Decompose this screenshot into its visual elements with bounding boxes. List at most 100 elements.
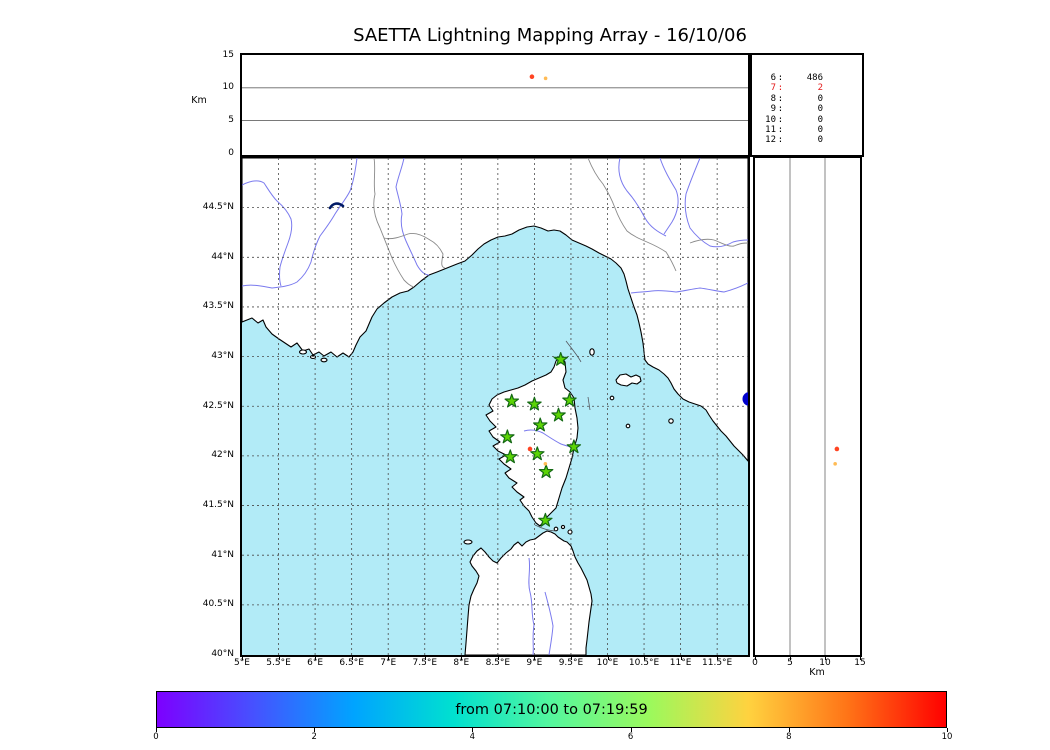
latitude-tick-label: 40°N	[211, 649, 234, 659]
colorbar-tick-mark	[472, 728, 474, 732]
latitude-tick-label: 40.5°N	[202, 599, 234, 610]
lake-serre-poncon	[328, 202, 345, 210]
map-xtick-mark	[461, 655, 463, 660]
stats-station-count: 6	[770, 73, 776, 83]
altitude-time-panel-frame	[239, 52, 750, 157]
map-xtick-mark	[388, 655, 390, 660]
altitude-xtick-label: 0	[752, 658, 758, 668]
colorbar-tick-mark	[947, 728, 948, 732]
map-xtick-mark	[315, 655, 317, 660]
longitude-tick-label: 7.5°E	[412, 658, 438, 668]
colorbar-tick-label: 4	[469, 732, 476, 742]
colorbar: from 07:10:00 to 07:19:59	[156, 691, 947, 728]
lightning-source-dot	[834, 446, 840, 452]
page-title: SAETTA Lightning Mapping Array - 16/10/0…	[353, 25, 747, 46]
altitude-axis-label-top: Km	[191, 95, 207, 106]
colorbar-tick-mark	[630, 728, 632, 732]
longitude-tick-label: 6°E	[307, 658, 324, 668]
longitude-tick-label: 8.5°E	[485, 658, 511, 668]
lma-station-star	[532, 417, 548, 432]
stats-source-count: 0	[817, 93, 823, 104]
admin-borders	[373, 158, 748, 288]
colorbar-tick-mark	[314, 728, 316, 732]
stats-row: 10:0	[756, 115, 856, 125]
longitude-tick-label: 10°E	[596, 658, 619, 668]
stats-source-count: 0	[817, 135, 823, 146]
latitude-tick-label: 44°N	[211, 251, 234, 262]
colorbar-tick-label: 10	[941, 732, 953, 742]
stats-row: 7:2	[756, 83, 856, 93]
stats-station-count: 12	[765, 135, 776, 146]
altitude-ytick-label: 10	[222, 82, 234, 93]
map-plot	[242, 158, 748, 655]
map-xtick-mark	[607, 655, 609, 660]
colorbar-tick-mark	[156, 728, 157, 732]
lma-station-star	[504, 393, 520, 408]
stats-row: 8:0	[756, 94, 856, 104]
coastlines	[242, 158, 748, 655]
lma-station-star	[538, 512, 553, 527]
latitude-tick-label: 43°N	[211, 351, 234, 362]
stats-source-count: 0	[817, 114, 823, 125]
longitude-tick-label: 11°E	[669, 658, 692, 668]
stats-row: 6:486	[756, 73, 856, 83]
altitude-latitude-panel-frame	[752, 155, 862, 657]
lma-station-star	[566, 439, 582, 454]
longitude-tick-label: 10.5°E	[628, 658, 660, 668]
altitude-xtick-label: 15	[854, 658, 866, 668]
altitude-xtick-label: 10	[819, 658, 831, 668]
colorbar-time-window-label: from 07:10:00 to 07:19:59	[455, 701, 648, 718]
altitude-xtick-mark	[825, 655, 826, 660]
longitude-tick-label: 9.5°E	[558, 658, 584, 668]
stats-row: 12:0	[756, 135, 856, 145]
coast-detail-segments	[534, 340, 591, 532]
lma-station-star	[527, 396, 542, 411]
longitude-tick-label: 5.5°E	[266, 658, 291, 668]
lma-station-star	[551, 407, 566, 422]
stats-row: 9:0	[756, 104, 856, 114]
latitude-tick-label: 42.5°N	[202, 400, 234, 411]
altitude-time-plot	[242, 74, 748, 121]
stats-station-count: 9	[770, 104, 776, 115]
lightning-source-dot	[529, 74, 535, 79]
map-xtick-mark	[424, 655, 426, 660]
lma-station-star	[553, 352, 569, 366]
stats-source-count: 486	[806, 73, 823, 83]
altitude-axis-label-bottom: Km	[809, 667, 825, 678]
map-xtick-mark	[680, 655, 682, 660]
colorbar-tick-mark	[788, 728, 790, 732]
stats-station-count: 7	[770, 83, 776, 94]
lightning-source-dot	[527, 446, 533, 452]
colorbar-tick-label: 8	[786, 732, 792, 742]
elba-island	[615, 373, 642, 387]
lma-station-star	[503, 449, 518, 464]
lightning-source-dots-map	[527, 446, 548, 466]
map-xtick-mark	[278, 655, 280, 660]
lma-station-stars	[500, 352, 582, 527]
map-xtick-mark	[534, 655, 536, 660]
altitude-ytick-label: 0	[228, 147, 234, 158]
sardinia	[464, 530, 593, 655]
station-stats-list: 6:486 7:2 8:0 9:0 10:0 11:0 12:0	[756, 73, 856, 146]
stats-station-count: 8	[770, 93, 776, 104]
stats-station-count: 10	[765, 114, 776, 125]
map-xtick-mark	[242, 655, 243, 660]
small-islands	[298, 348, 674, 545]
latitude-tick-label: 44.5°N	[202, 202, 234, 213]
colorbar-tick-label: 2	[311, 732, 317, 742]
altitude-xtick-mark	[790, 655, 791, 660]
stats-panel-frame	[749, 52, 864, 157]
map-xtick-mark	[644, 655, 646, 660]
altitude-ytick-label: 5	[228, 114, 234, 125]
lma-station-star	[562, 392, 577, 407]
latitude-tick-label: 42°N	[211, 450, 234, 461]
stats-source-count: 0	[817, 104, 823, 115]
altitude-xtick-mark	[860, 655, 861, 660]
map-xtick-mark	[717, 655, 719, 660]
longitude-tick-label: 8°E	[453, 658, 470, 668]
longitude-tick-label: 7°E	[380, 658, 397, 668]
lma-station-star	[530, 446, 545, 461]
longitude-tick-label: 11.5°E	[702, 658, 733, 668]
longitude-tick-label: 9°E	[526, 658, 543, 668]
